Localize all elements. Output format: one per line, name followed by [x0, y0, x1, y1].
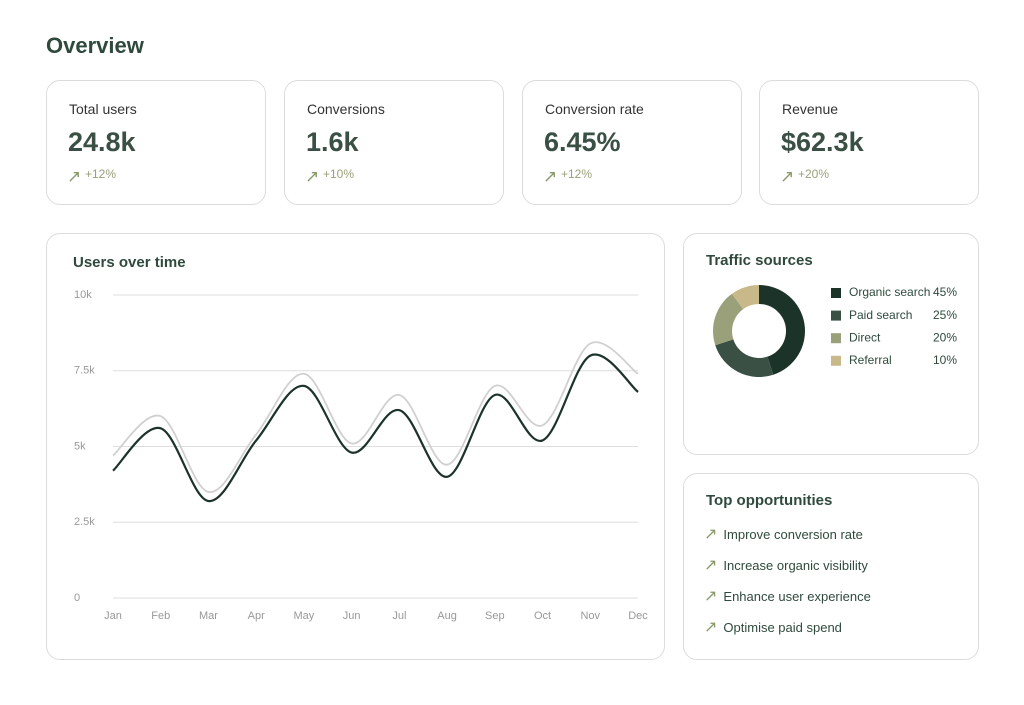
legend-swatch [831, 288, 841, 298]
series-line [112, 341, 639, 493]
series-line [112, 353, 639, 503]
x-tick-label: Aug [437, 610, 457, 622]
x-tick-label: Jul [392, 610, 406, 622]
opportunity-text: Improve conversion rate [723, 527, 863, 542]
x-tick-label: Mar [199, 610, 218, 622]
kpi-change: +10% [323, 167, 355, 181]
x-tick-label: Oct [534, 610, 551, 622]
y-tick-label: 7.5k [74, 365, 95, 377]
opportunity-text: Optimise paid spend [723, 620, 842, 635]
trend-icon: ↗ [67, 167, 82, 186]
card-title: Top opportunities [706, 492, 833, 509]
opportunity-item: ↗ Improve conversion rate [704, 524, 863, 544]
x-tick-label: May [294, 610, 315, 622]
donut-segment [713, 293, 744, 346]
legend-swatch [831, 310, 841, 321]
x-tick-label: Jan [104, 610, 122, 622]
kpi-change: +20% [798, 167, 830, 181]
legend-swatch [831, 333, 841, 344]
kpi-label: Conversions [307, 101, 385, 117]
kpi-value: 1.6k [306, 127, 359, 157]
traffic-card: Traffic sources Organic search 45% Paid se… [683, 233, 979, 455]
legend-value: 20% [933, 330, 957, 344]
kpi-card: Conversion rate 6.45% ↗ +12% [522, 80, 742, 205]
opportunities-card: Top opportunities ↗ Improve conversion ra… [683, 473, 979, 660]
legend-value: 10% [933, 353, 957, 367]
y-tick-label: 0 [74, 592, 80, 604]
kpi-card: Total users 24.8k ↗ +12% [46, 80, 266, 205]
trend-icon: ↗ [543, 167, 558, 186]
legend-label: Organic search [849, 285, 930, 299]
y-tick-label: 2.5k [74, 516, 95, 528]
donut-segment [731, 285, 759, 310]
y-tick-label: 5k [74, 440, 86, 452]
y-tick-label: 10k [74, 289, 92, 301]
kpi-value: 24.8k [68, 127, 136, 157]
trend-icon: ↗ [305, 167, 320, 186]
opportunity-item: ↗ Increase organic visibility [704, 555, 868, 575]
x-tick-label: Jun [343, 610, 361, 622]
trend-icon: ↗ [704, 557, 718, 574]
trend-icon: ↗ [704, 526, 718, 543]
legend-value: 25% [933, 308, 957, 322]
card-title: Traffic sources [706, 252, 813, 269]
x-tick-label: Sep [485, 610, 505, 622]
donut-chart: Organic search 45% Paid search 25% Direct 20%… [713, 285, 957, 377]
legend-swatch [831, 355, 841, 366]
kpi-label: Total users [69, 101, 137, 117]
card-title: Users over time [73, 254, 186, 271]
x-tick-label: Dec [628, 610, 648, 622]
legend-label: Paid search [849, 308, 912, 322]
kpi-card: Conversions 1.6k ↗ +10% [284, 80, 504, 205]
opportunity-text: Enhance user experience [723, 589, 871, 604]
opportunity-text: Increase organic visibility [723, 558, 868, 573]
kpi-label: Conversion rate [545, 101, 644, 117]
kpi-change: +12% [85, 167, 117, 181]
x-tick-label: Nov [580, 610, 600, 622]
kpi-label: Revenue [782, 101, 839, 117]
trend-icon: ↗ [704, 588, 718, 605]
donut-segment [715, 339, 774, 377]
trend-icon: ↗ [780, 167, 795, 186]
legend-label: Direct [849, 330, 881, 344]
legend-label: Referral [849, 353, 892, 367]
opportunity-item: ↗ Optimise paid spend [704, 617, 842, 637]
kpi-value: 6.45% [544, 127, 621, 157]
kpi-card: Revenue $62.3k ↗ +20% [759, 80, 979, 205]
trend-icon: ↗ [704, 619, 718, 636]
page-title: Overview [46, 33, 144, 58]
line-card: Users over time 0 2.5k 5k 7.5k 10k Jan Feb Mar A… [46, 233, 665, 660]
x-tick-label: Apr [248, 610, 265, 622]
kpi-value: $62.3k [781, 127, 864, 157]
donut-segment [759, 285, 805, 375]
opportunity-item: ↗ Enhance user experience [704, 586, 871, 606]
legend-value: 45% [933, 285, 957, 299]
line-chart: 0 2.5k 5k 7.5k 10k Jan Feb Mar Apr May Jun Jul Aug Se… [74, 289, 648, 622]
kpi-change: +12% [561, 167, 593, 181]
x-tick-label: Feb [151, 610, 170, 622]
